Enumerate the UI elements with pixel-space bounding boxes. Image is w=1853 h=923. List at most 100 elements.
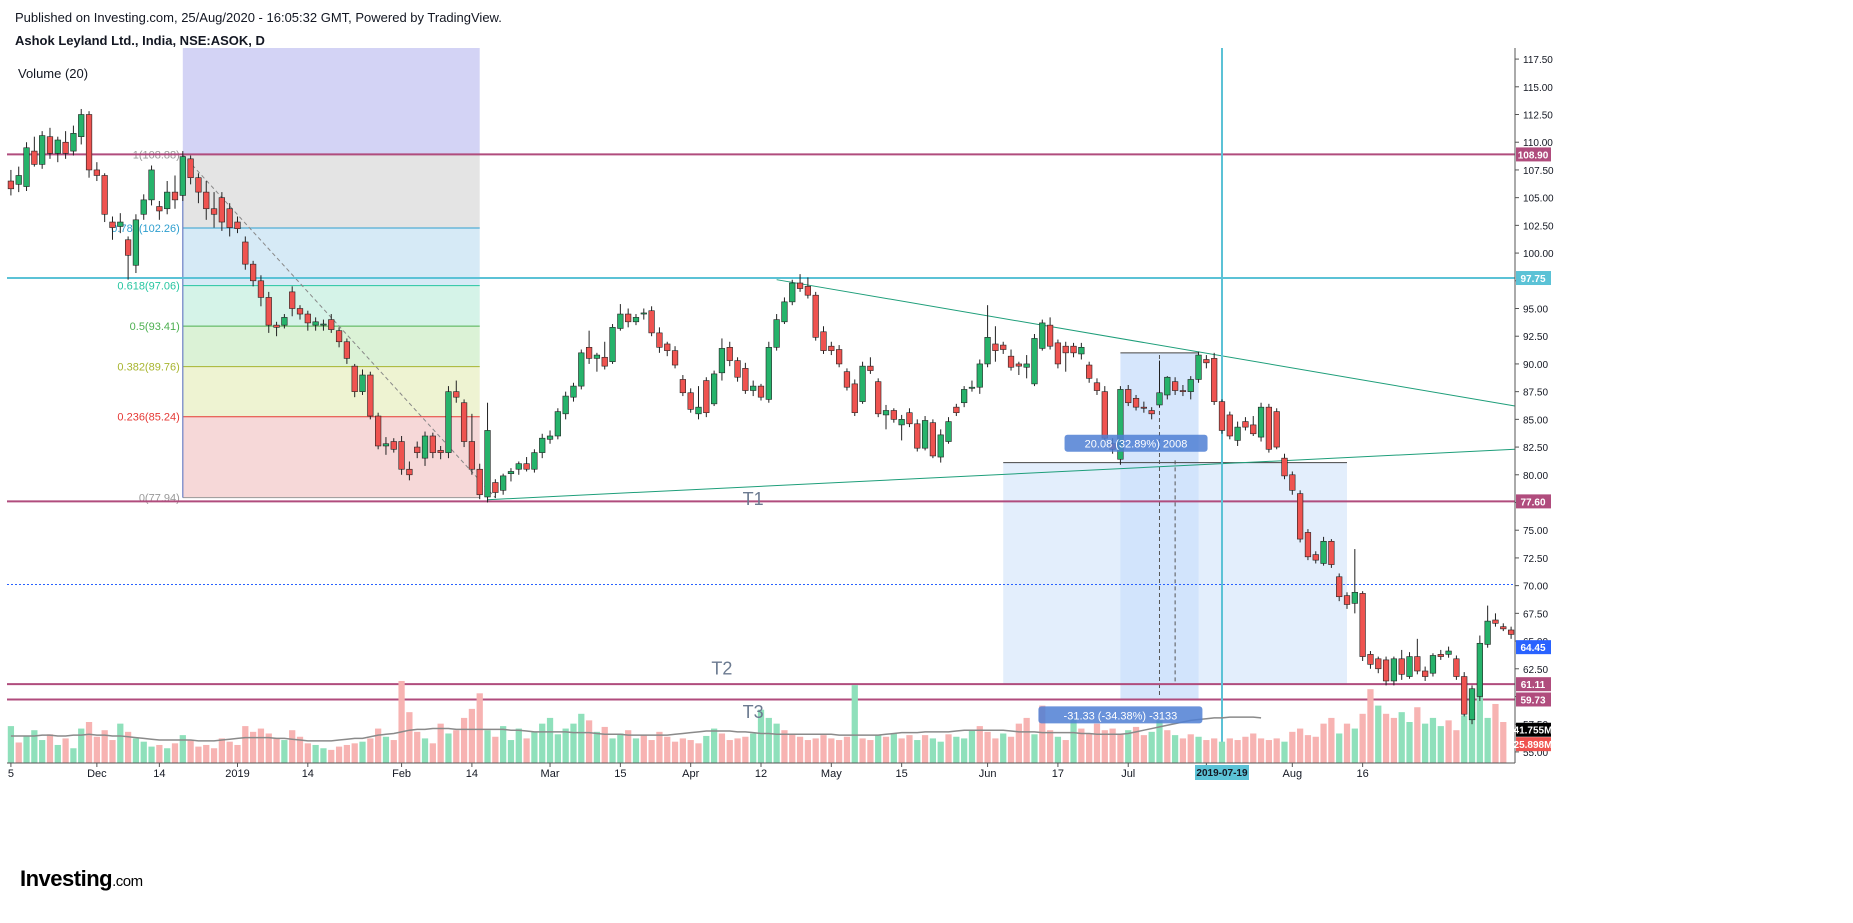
trend-line-upper[interactable] [776, 279, 1516, 407]
volume-bar [304, 743, 311, 763]
candle-body [218, 197, 225, 223]
candle-body [1359, 593, 1366, 657]
price-tick-label: 80.00 [1523, 471, 1548, 482]
fib-zone [182, 366, 480, 417]
volume-bar [367, 738, 374, 763]
volume-bar [718, 733, 726, 763]
volume-bar [523, 738, 530, 763]
time-tick-label: May [821, 768, 842, 780]
candle-body [203, 191, 210, 210]
measure-label-bg [1064, 434, 1208, 452]
candle [687, 388, 694, 413]
volume-bar [617, 733, 624, 763]
candle-body [1062, 345, 1069, 354]
volume-bar [773, 723, 780, 763]
candle-body [1039, 322, 1046, 349]
volume-bar [710, 728, 718, 763]
candle [1148, 407, 1155, 420]
candle [984, 305, 991, 368]
candle-body [398, 441, 405, 470]
candle-body [984, 337, 991, 365]
candle-body [171, 191, 179, 201]
candle [867, 357, 874, 374]
volume-bar [1406, 722, 1413, 763]
volume-bar [476, 693, 483, 763]
candle-body [15, 175, 22, 185]
price-axis[interactable]: 117.50 115.00 112.50 110.00 107.50 105.00 102.… [1514, 48, 1554, 763]
candle-body [85, 114, 93, 171]
price-tick-label: 85.00 [1523, 415, 1548, 426]
volume-indicator-label[interactable]: Volume (20) [18, 66, 89, 81]
candle [765, 341, 772, 403]
candles [7, 108, 1515, 725]
candle-body [1484, 620, 1491, 645]
volume-bar [265, 733, 272, 763]
fibonacci-retracement[interactable]: 1(108.88) 0.786(102.26) 0.618(97.06) 0.5(93… [111, 48, 496, 505]
candle [1437, 649, 1444, 660]
volume-bar [195, 746, 202, 763]
candle-body [7, 180, 15, 190]
candle [257, 275, 265, 307]
volume-bar [54, 744, 61, 763]
volume-bar [296, 736, 304, 763]
candle [187, 155, 194, 185]
candle-body [1101, 391, 1108, 439]
candle [1484, 605, 1491, 648]
time-axis[interactable]: 5 Dec 14 2019 14 Feb 14 Mar 15 Apr 12 May 15 Jun 17 Jul… [7, 762, 1515, 780]
volume-bar [351, 743, 358, 763]
volume-bar [70, 748, 77, 763]
volume-bar [765, 717, 772, 763]
candle [289, 286, 296, 317]
candle-body [898, 419, 905, 426]
volume-bar [804, 740, 812, 763]
candle [875, 378, 882, 418]
candle-body [765, 347, 772, 400]
candle-body [242, 241, 249, 265]
candle-body [1289, 474, 1296, 491]
volume-bar [62, 738, 69, 763]
volume-bar [1242, 736, 1249, 763]
candle-body [46, 136, 54, 154]
candle-body [1093, 382, 1101, 391]
volume-bar [648, 740, 655, 763]
candle-body [1054, 342, 1062, 365]
candle [468, 413, 476, 475]
time-tick-label: 2019 [225, 768, 249, 780]
candle-body [1297, 493, 1304, 540]
candle [1226, 411, 1233, 440]
candle-body [796, 282, 804, 289]
candle-body [968, 386, 976, 389]
volume-bar [1078, 728, 1085, 763]
investing-logo[interactable]: Investing.com [20, 866, 143, 892]
candle [437, 445, 444, 460]
date-badge-label: 2019-07-19 [1196, 768, 1248, 779]
candle [453, 380, 460, 403]
candle-body [531, 452, 538, 470]
candle-body [1312, 554, 1319, 561]
volume-bar [585, 720, 593, 763]
candle-body [453, 391, 460, 398]
volume-bar [156, 744, 163, 763]
candle [226, 203, 233, 237]
volume-bar [1257, 738, 1265, 763]
candle-body [23, 147, 30, 187]
volume-bar [1429, 717, 1437, 763]
candle-body [1125, 389, 1132, 404]
candle [351, 363, 358, 398]
volume-bar [828, 738, 835, 763]
logo-suffix: .com [112, 873, 143, 890]
date-badge [1194, 765, 1249, 780]
fib-zone-top [182, 48, 480, 155]
measure-tools[interactable] [1003, 352, 1348, 700]
volume-bar [796, 736, 804, 763]
candle-body [1265, 406, 1272, 450]
volume-bar [664, 736, 671, 763]
time-tick-label: 15 [614, 768, 626, 780]
candle-body [859, 365, 866, 402]
candle-body [382, 443, 390, 447]
candle-body [570, 385, 577, 398]
volume-bar [734, 738, 741, 763]
trend-line-lower[interactable] [487, 448, 1516, 501]
candle-body [843, 371, 851, 388]
